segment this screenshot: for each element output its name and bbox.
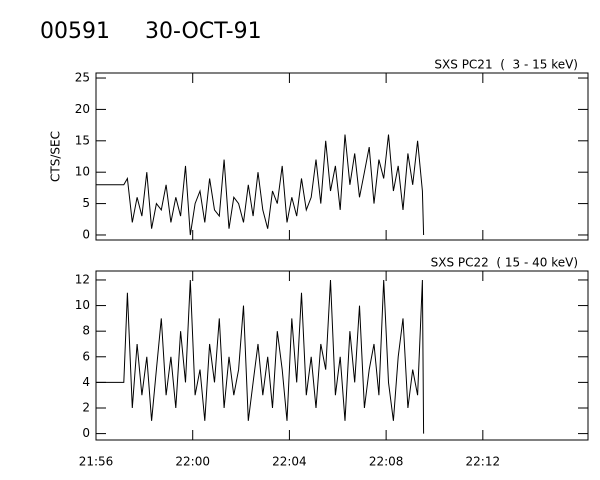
x-tick-label: 22:00 (175, 455, 210, 469)
y-tick-label: 0 (82, 227, 90, 241)
data-line (96, 134, 425, 236)
y-tick-label: 10 (75, 298, 90, 312)
y-axis-label: CTS/SEC (49, 131, 63, 182)
plot-frame (95, 270, 589, 441)
y-tick-label: 2 (82, 400, 90, 414)
y-tick-label: 10 (75, 165, 90, 179)
y-tick-label: 5 (82, 196, 90, 210)
plot-frame (95, 72, 589, 241)
y-tick-label: 4 (82, 375, 90, 389)
x-tick-label: 22:12 (466, 455, 501, 469)
panel-label: SXS PC21 ( 3 - 15 keV) (434, 58, 578, 72)
panel-label: SXS PC22 ( 15 - 40 keV) (431, 256, 578, 270)
y-tick-label: 0 (82, 426, 90, 440)
data-line (96, 279, 425, 434)
y-tick-label: 6 (82, 349, 90, 363)
y-tick-label: 15 (75, 133, 90, 147)
x-tick-label: 22:04 (272, 455, 307, 469)
record-id: 00591 (40, 19, 110, 44)
y-tick-label: 20 (75, 102, 90, 116)
x-tick-label: 22:08 (369, 455, 404, 469)
y-tick-label: 12 (75, 272, 90, 286)
record-date: 30-OCT-91 (145, 19, 262, 44)
y-tick-label: 8 (82, 324, 90, 338)
y-tick-label: 25 (75, 71, 90, 85)
x-tick-label: 21:56 (79, 455, 114, 469)
